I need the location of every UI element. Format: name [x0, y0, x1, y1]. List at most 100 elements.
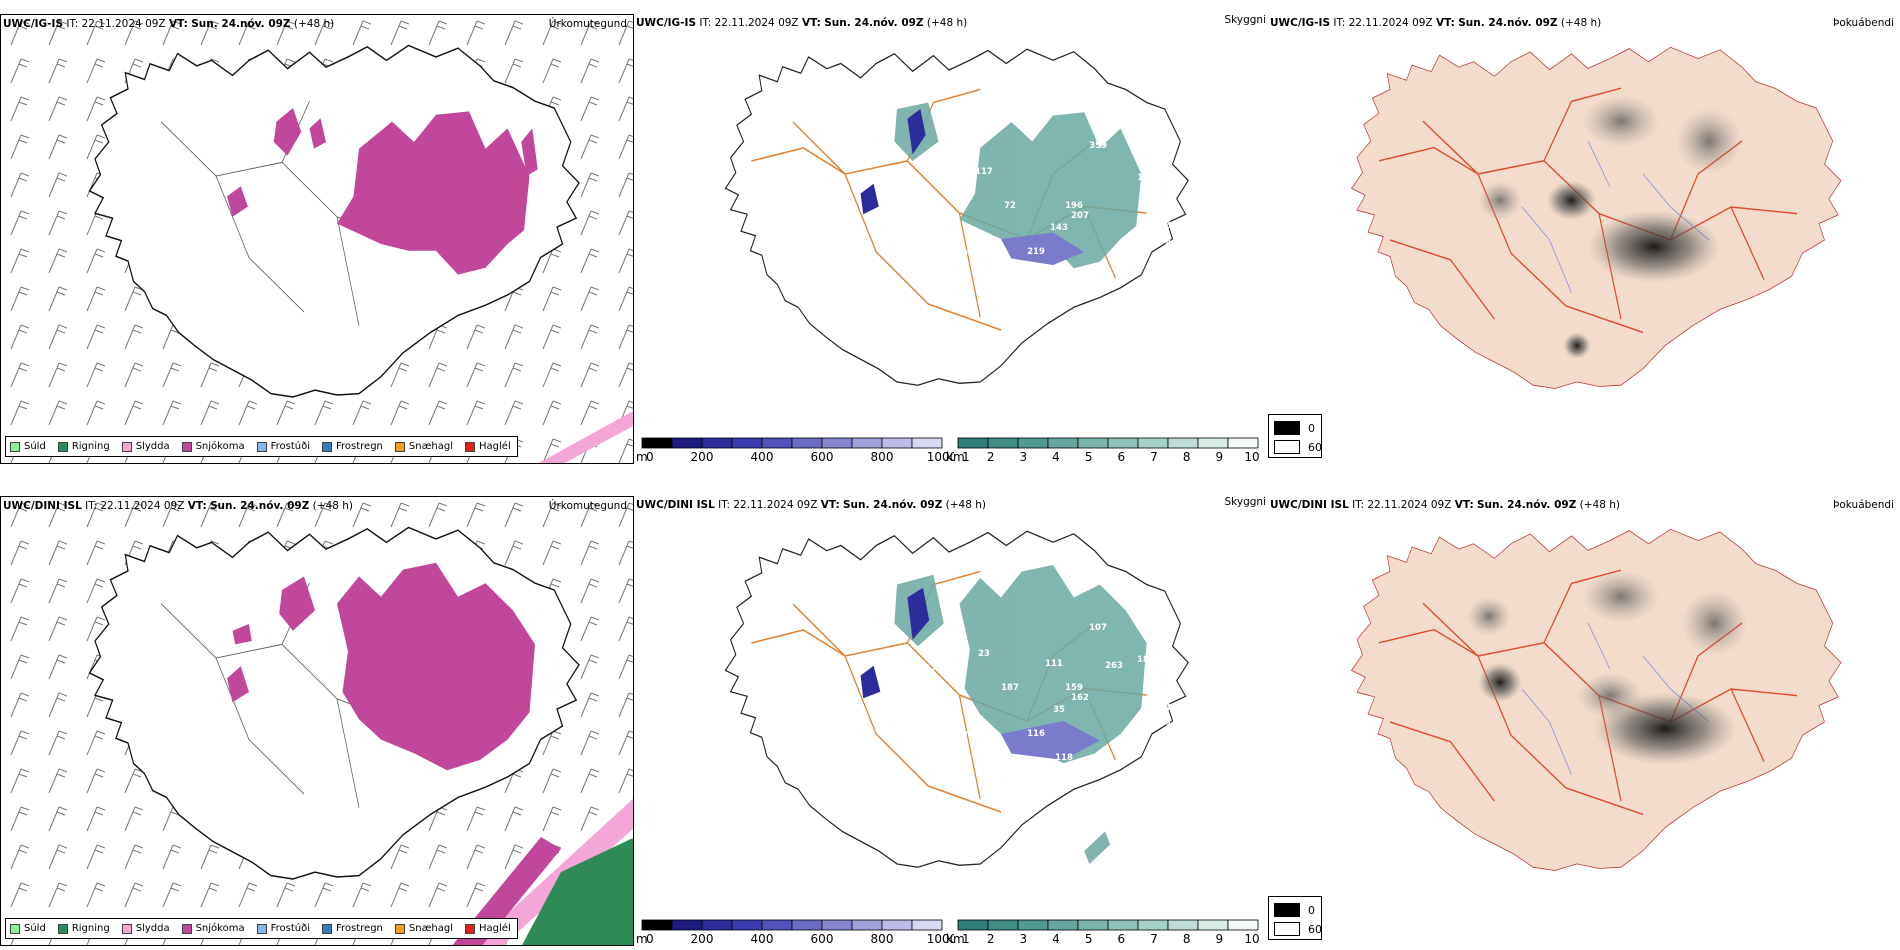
panel-title-precip-type: Úrkomutegund — [548, 18, 627, 30]
colorbar-cell — [987, 919, 1019, 931]
cloud-base-label: 143 — [1050, 223, 1068, 233]
fog-key-label: 60 — [1308, 440, 1322, 454]
colorbar-cell — [1137, 919, 1169, 931]
legend-swatch — [121, 923, 132, 934]
colorbar-cell — [701, 919, 733, 931]
legend-swatch — [121, 441, 132, 452]
colorbar-cell — [1167, 919, 1199, 931]
legend-swatch — [57, 923, 68, 934]
cloud-base-label: 172 — [925, 664, 943, 674]
colorbar-cell — [1077, 437, 1109, 449]
legend-swatch — [181, 441, 192, 452]
visibility-colorbar: km 1 2 3 4 5 6 7 8 9 10 — [946, 919, 1260, 946]
snow-areas — [227, 108, 538, 275]
fog-index-map[interactable] — [1268, 14, 1900, 464]
fog-key-label: 0 — [1308, 903, 1315, 917]
colorbar-cell — [1197, 437, 1229, 449]
colorbar-tick-label: 5 — [1085, 932, 1093, 946]
cloud-base-label: 148 — [1131, 733, 1149, 743]
colorbar-tick-label: 200 — [691, 450, 714, 464]
colorbar-tick-label: 4 — [1052, 450, 1060, 464]
colorbar-tick-label: 6 — [1118, 450, 1126, 464]
legend-item: Slydda — [121, 441, 170, 452]
fog-key-row: 60 — [1274, 440, 1322, 454]
model-name: UWC/IG-IS — [1270, 17, 1331, 29]
colorbar-cell — [881, 437, 913, 449]
precip-type-map[interactable] — [1, 15, 634, 464]
visibility-unit: km — [946, 450, 965, 464]
legend-swatch — [256, 923, 267, 934]
visibility-panel-dini: 188 23 187 78 58 375 116 128 118 35 159 162 107 182 14… — [634, 496, 1270, 946]
cloud-base-label: 165 — [1131, 251, 1149, 261]
cloud-base-unit: m — [636, 450, 648, 464]
it-label: IT: — [699, 17, 712, 29]
visibility-colorbar: km 1 2 3 4 5 6 7 8 9 10 — [946, 437, 1260, 464]
colorbar-tick-label: 800 — [871, 932, 894, 946]
fog-key: 0 60 — [1268, 896, 1322, 940]
cloud-base-label: 820 — [1199, 199, 1217, 209]
colorbar-cell — [851, 437, 883, 449]
legend-swatch — [57, 441, 68, 452]
legend-swatch — [465, 923, 476, 934]
cloud-base-label: 58 — [894, 739, 906, 749]
legend-item: Slydda — [121, 923, 170, 934]
legend-item: Súld — [10, 441, 46, 452]
lead-time: (+48 h) — [1579, 499, 1621, 511]
colorbar-cell — [791, 919, 823, 931]
legend-swatch — [465, 441, 476, 452]
it-value: 22.11.2024 09Z — [81, 18, 166, 30]
it-value: 22.11.2024 09Z — [733, 499, 818, 511]
cloud-base-label: 196 — [1017, 276, 1035, 286]
cloud-base-label: 116 — [1027, 729, 1045, 739]
vt-label: VT: — [801, 17, 821, 29]
legend-item: Frostúði — [256, 441, 310, 452]
it-value: 22.11.2024 09Z — [714, 17, 799, 29]
colorbar-tick-label: 2 — [987, 932, 995, 946]
it-label: IT: — [85, 500, 98, 512]
colorbar-tick-label: 800 — [871, 450, 894, 464]
vt-label: VT: — [1435, 17, 1455, 29]
colorbar-cell — [1137, 437, 1169, 449]
legend-label: Rigning — [71, 441, 110, 452]
legend-item: Snjókoma — [181, 441, 245, 452]
cloud-base-label: 23 — [978, 649, 990, 659]
vt-value: Sun. 24.nóv. 09Z — [1477, 499, 1577, 511]
colorbar-cell — [671, 919, 703, 931]
legend-item: Snæhagl — [394, 923, 453, 934]
vt-value: Sun. 24.nóv. 09Z — [843, 499, 943, 511]
precip-legend: Súld Rigning Slydda Snjókoma Frostúði Frostre… — [5, 918, 518, 939]
colorbar-tick-label: 6 — [1118, 932, 1126, 946]
panel-header: UWC/IG-IS IT: 22.11.2024 09Z VT: Sun. 24… — [1270, 17, 1601, 29]
colorbar-tick-label: 1000 — [927, 450, 954, 464]
panel-title-visibility: Skyggni — [1224, 14, 1267, 26]
vt-value: Sun. 24.nóv. 09Z — [191, 18, 291, 30]
model-name: UWC/IG-IS — [3, 18, 64, 30]
legend-label: Súld — [24, 441, 46, 452]
it-label: IT: — [1352, 499, 1365, 511]
cloud-base-label: 166 — [1181, 259, 1199, 269]
panel-title-fog-index: Þokuábendi — [1833, 499, 1894, 511]
colorbar-cell — [1107, 437, 1139, 449]
colorbar-cell — [957, 437, 989, 449]
vt-value: Sun. 24.nóv. 09Z — [1458, 17, 1558, 29]
fog-index-map[interactable] — [1268, 496, 1900, 946]
cloud-base-label: 162 — [1071, 693, 1089, 703]
colorbar-cell — [957, 919, 989, 931]
colorbar-tick-label: 3 — [1020, 932, 1028, 946]
colorbar-tick-label: 1 — [962, 450, 970, 464]
cloud-base-label: 128 — [1017, 758, 1035, 768]
colorbar-tick-label: 10 — [1244, 932, 1259, 946]
cloud-base-label: 117 — [975, 167, 993, 177]
precip-type-map[interactable] — [1, 497, 634, 946]
vt-label: VT: — [168, 18, 188, 30]
it-label: IT: — [718, 499, 731, 511]
cloud-base-label: 160 — [1137, 173, 1155, 183]
colorbar-cell — [821, 437, 853, 449]
colorbar-tick-label: 7 — [1150, 450, 1158, 464]
cloud-base-label: 359 — [1089, 141, 1107, 151]
colorbar-cell — [671, 437, 703, 449]
legend-swatch — [181, 923, 192, 934]
legend-label: Slydda — [135, 923, 170, 934]
